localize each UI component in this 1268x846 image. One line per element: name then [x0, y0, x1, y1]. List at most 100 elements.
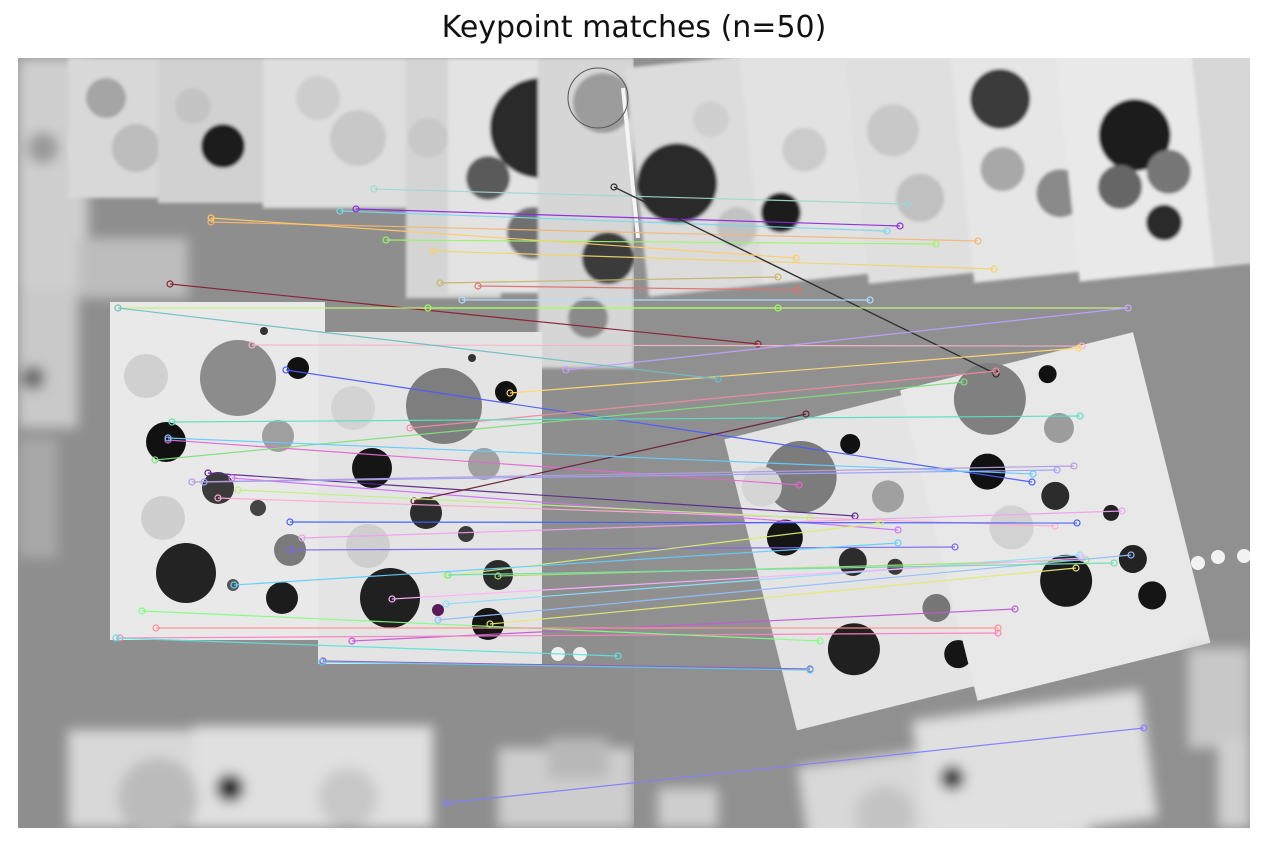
match-keypoint-right: [1076, 412, 1084, 420]
match-keypoint-left: [298, 534, 306, 542]
match-keypoint-right: [1072, 564, 1080, 572]
keypoint-match: [474, 282, 802, 294]
match-line: [432, 250, 995, 270]
match-keypoint-left: [207, 214, 215, 222]
keypoint-match: [112, 634, 622, 660]
match-keypoint-left: [318, 658, 326, 666]
match-line: [171, 415, 1081, 423]
match-line: [489, 567, 1077, 625]
match-keypoint-left: [282, 366, 290, 374]
match-keypoint-left: [442, 600, 450, 608]
keypoint-match: [164, 436, 803, 489]
keypoint-match: [298, 507, 1126, 542]
match-keypoint-left: [458, 296, 466, 304]
match-line: [355, 208, 901, 227]
match-line: [409, 370, 997, 429]
match-keypoint-right: [960, 378, 968, 386]
match-keypoint-left: [382, 236, 390, 244]
left-card-1: [110, 302, 325, 640]
match-line: [321, 661, 811, 671]
match-keypoint-left: [138, 607, 146, 615]
match-line: [191, 465, 1075, 483]
match-keypoint-right: [990, 265, 998, 273]
match-line: [289, 521, 1078, 524]
match-keypoint-left: [164, 434, 172, 442]
match-keypoint-left: [151, 456, 159, 464]
match-keypoint-left: [286, 518, 294, 526]
figure-title: Keypoint matches (n=50): [441, 10, 827, 45]
keypoint-match: [207, 214, 800, 262]
match-line: [613, 186, 997, 375]
match-line: [477, 285, 799, 291]
match-line: [231, 477, 899, 531]
match-line: [373, 188, 909, 205]
match-keypoint-right: [754, 340, 762, 348]
match-keypoint-right: [1029, 470, 1037, 478]
match-lines: [112, 183, 1148, 807]
match-keypoint-right: [904, 200, 912, 208]
match-line: [285, 369, 1033, 483]
match-line: [413, 413, 807, 502]
match-keypoint-left: [166, 280, 174, 288]
keypoint-match: [114, 304, 722, 383]
match-keypoint-left: [429, 247, 437, 255]
match-line: [237, 489, 811, 519]
left-image: [18, 58, 634, 828]
keypoint-match: [562, 304, 1132, 374]
match-keypoint-right: [994, 629, 1002, 637]
match-keypoint-right: [992, 367, 1000, 375]
match-keypoint-left: [562, 366, 570, 374]
match-keypoint-right: [806, 666, 814, 674]
match-keypoint-right: [1011, 605, 1019, 613]
keypoint-match: [370, 185, 912, 208]
keypoint-match: [442, 724, 1148, 807]
keypoint-match: [388, 554, 1086, 603]
match-keypoint-left: [474, 282, 482, 290]
match-keypoint-right: [876, 519, 884, 527]
keypoint-match: [429, 247, 998, 273]
match-keypoint-left: [506, 389, 514, 397]
match-line: [322, 660, 811, 670]
match-line: [141, 610, 821, 642]
match-keypoint-left: [434, 616, 442, 624]
match-line: [251, 344, 1083, 347]
match-keypoint-right: [1078, 554, 1086, 562]
keypoint-match: [164, 434, 1037, 478]
match-keypoint-right: [896, 222, 904, 230]
keypoint-match: [382, 236, 940, 248]
left-card-2: [274, 332, 587, 664]
match-keypoint-left: [442, 799, 450, 807]
match-keypoint-left: [610, 183, 618, 191]
keypoint-match: [436, 273, 782, 287]
match-keypoint-left: [494, 572, 502, 580]
keypoint-match: [151, 378, 968, 464]
keypoint-match: [152, 624, 1002, 632]
match-line: [210, 221, 979, 242]
match-keypoint-left: [164, 436, 172, 444]
match-keypoint-right: [974, 237, 982, 245]
match-keypoint-right: [774, 273, 782, 281]
match-keypoint-right: [1127, 551, 1135, 559]
match-line: [154, 381, 965, 461]
match-line: [167, 439, 800, 486]
match-keypoint-left: [319, 657, 327, 665]
match-keypoint-left: [204, 469, 212, 477]
match-line: [497, 559, 1087, 577]
match-keypoint-left: [348, 637, 356, 645]
match-line: [437, 554, 1132, 621]
keypoint-match: [286, 518, 1081, 527]
match-keypoint-left: [230, 581, 238, 589]
match-keypoint-left: [336, 207, 344, 215]
match-keypoint-right: [614, 652, 622, 660]
match-keypoint-right: [792, 254, 800, 262]
match-line: [210, 217, 797, 259]
match-keypoint-right: [883, 227, 891, 235]
match-keypoint-right: [951, 543, 959, 551]
match-keypoint-right: [1110, 559, 1118, 567]
keypoint-match: [336, 207, 891, 235]
match-line: [301, 510, 1123, 539]
match-keypoint-left: [168, 418, 176, 426]
match-keypoint-left: [114, 304, 122, 312]
match-keypoint-right: [794, 286, 802, 294]
